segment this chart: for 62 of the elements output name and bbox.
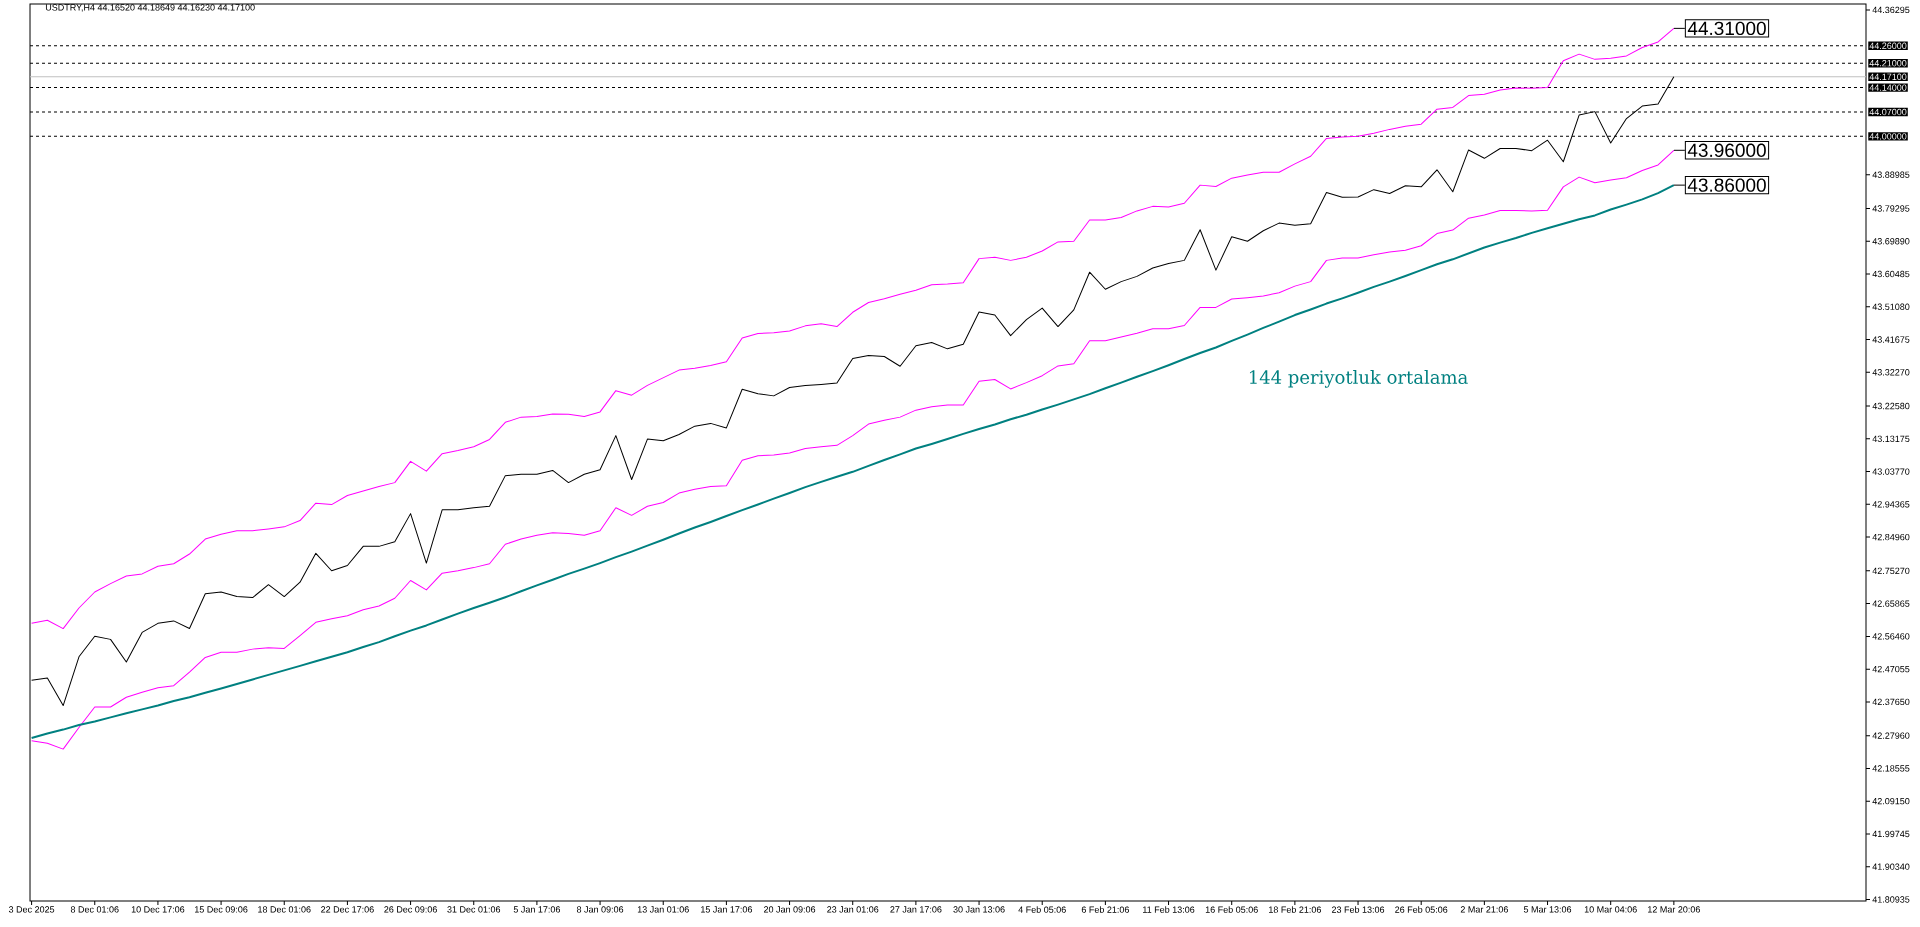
y-tick-label: 42.94365 bbox=[1872, 501, 1910, 508]
y-tick-label: 42.56460 bbox=[1872, 633, 1910, 640]
x-tick-label: 27 Jan 17:06 bbox=[890, 906, 942, 913]
x-tick-label: 26 Dec 09:06 bbox=[384, 906, 437, 913]
y-tick-label: 41.80935 bbox=[1872, 896, 1910, 903]
x-tick-label: 16 Feb 05:06 bbox=[1205, 906, 1258, 913]
x-tick-label: 18 Feb 21:06 bbox=[1269, 906, 1321, 913]
x-tick-label: 18 Dec 01:06 bbox=[258, 906, 311, 913]
y-tick-label: 43.32270 bbox=[1872, 369, 1910, 376]
data-label: 44.31000 bbox=[1687, 21, 1766, 36]
ref-line-label: 44.21000 bbox=[1869, 60, 1907, 67]
x-tick-label: 4 Feb 05:06 bbox=[1018, 906, 1066, 913]
series-label: 144 periyotluk ortalama bbox=[1249, 370, 1468, 388]
x-tick-label: 8 Dec 01:06 bbox=[70, 906, 119, 913]
x-tick-label: 12 Mar 20:06 bbox=[1648, 906, 1700, 913]
x-tick-label: 23 Feb 13:06 bbox=[1331, 906, 1385, 913]
y-tick-label: 42.47055 bbox=[1872, 665, 1910, 673]
x-tick-label: 22 Dec 17:06 bbox=[321, 906, 374, 913]
y-tick-label: 42.09150 bbox=[1872, 798, 1910, 805]
y-tick-label: 44.36295 bbox=[1872, 6, 1910, 14]
y-tick-label: 42.18555 bbox=[1872, 765, 1910, 772]
x-tick-label: 26 Feb 05:06 bbox=[1395, 906, 1448, 913]
x-tick-label: 15 Dec 09:06 bbox=[195, 906, 248, 913]
x-tick-label: 10 Mar 04:06 bbox=[1584, 906, 1637, 913]
ref-line-label: 44.00000 bbox=[1869, 133, 1907, 140]
y-tick-label: 43.13175 bbox=[1872, 435, 1910, 442]
ref-line-label: 44.26000 bbox=[1869, 42, 1907, 49]
x-tick-label: 15 Jan 17:06 bbox=[701, 906, 752, 913]
x-tick-label: 23 Jan 01:06 bbox=[827, 906, 879, 913]
ref-line-label: 44.14000 bbox=[1869, 84, 1907, 91]
ref-line-label: 44.17100 bbox=[1869, 73, 1907, 80]
y-tick-label: 43.03770 bbox=[1872, 468, 1910, 475]
x-tick-label: 10 Dec 17:06 bbox=[131, 906, 185, 913]
y-tick-label: 42.84960 bbox=[1872, 533, 1910, 541]
x-tick-label: 3 Dec 2025 bbox=[8, 906, 55, 913]
chart-title: USDTRY,H4 44.16520 44.18649 44.16230 44.17100 bbox=[45, 4, 255, 12]
x-tick-label: 11 Feb 13:06 bbox=[1143, 906, 1195, 913]
x-tick-label: 5 Mar 13:06 bbox=[1523, 906, 1572, 913]
y-tick-label: 41.90340 bbox=[1872, 863, 1910, 870]
y-tick-label: 42.75270 bbox=[1872, 567, 1910, 575]
x-tick-label: 20 Jan 09:06 bbox=[764, 906, 816, 913]
y-tick-label: 43.88985 bbox=[1872, 171, 1910, 178]
x-tick-label: 6 Feb 21:06 bbox=[1081, 906, 1129, 913]
y-tick-label: 43.51080 bbox=[1872, 303, 1910, 310]
y-tick-label: 42.37650 bbox=[1872, 698, 1910, 706]
x-tick-label: 31 Dec 01:06 bbox=[447, 906, 501, 913]
y-tick-label: 43.22580 bbox=[1872, 402, 1910, 410]
x-tick-label: 30 Jan 13:06 bbox=[953, 906, 1005, 913]
y-tick-label: 43.41675 bbox=[1872, 336, 1910, 343]
data-label: 43.96000 bbox=[1687, 143, 1766, 158]
y-tick-label: 43.69890 bbox=[1872, 238, 1910, 245]
x-tick-label: 2 Mar 21:06 bbox=[1460, 906, 1508, 913]
ref-line-label: 44.07000 bbox=[1869, 108, 1907, 116]
y-tick-label: 41.99745 bbox=[1872, 830, 1910, 838]
y-tick-label: 42.65865 bbox=[1872, 600, 1910, 607]
data-label: 43.86000 bbox=[1687, 178, 1766, 192]
y-tick-label: 43.60485 bbox=[1872, 270, 1910, 278]
y-tick-label: 42.27960 bbox=[1872, 732, 1910, 739]
y-tick-label: 43.79295 bbox=[1872, 205, 1910, 212]
x-tick-label: 13 Jan 01:06 bbox=[637, 906, 689, 913]
x-tick-label: 8 Jan 09:06 bbox=[576, 906, 624, 913]
x-tick-label: 5 Jan 17:06 bbox=[513, 906, 561, 913]
